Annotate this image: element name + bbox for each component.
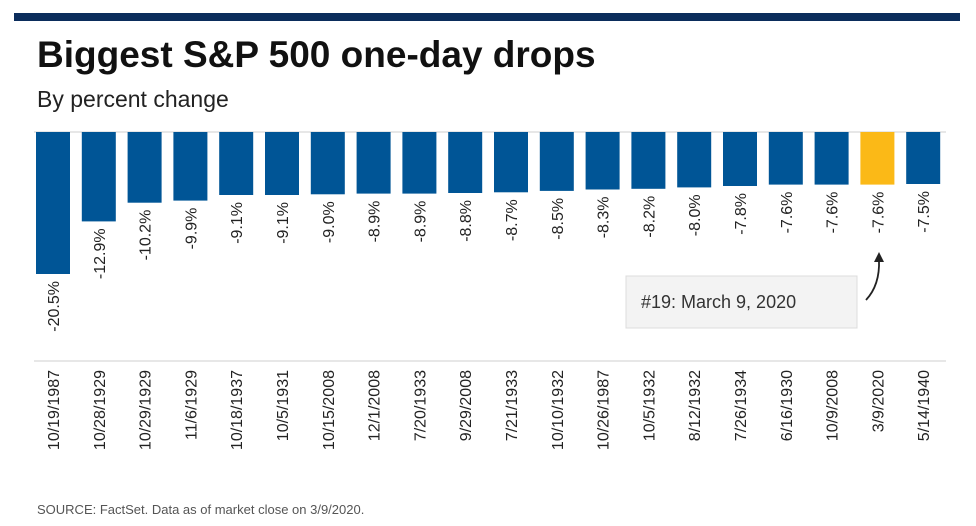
bar xyxy=(265,132,299,195)
source-note: SOURCE: FactSet. Data as of market close… xyxy=(37,502,365,517)
category-tick-label: 10/10/1932 xyxy=(550,370,567,450)
annotation-arrowhead xyxy=(874,252,884,262)
bar-value-label: -8.5% xyxy=(550,198,567,240)
bar xyxy=(36,132,70,274)
bar xyxy=(768,132,803,185)
bar-value-label: -7.6% xyxy=(825,192,842,234)
bar-value-label: -8.2% xyxy=(641,196,658,238)
bar xyxy=(494,132,528,193)
category-tick-label: 10/9/2008 xyxy=(825,370,842,441)
bar xyxy=(585,132,620,190)
annotation-label: #19: March 9, 2020 xyxy=(641,292,796,312)
top-accent-bar xyxy=(14,13,960,21)
bar-value-label: -10.2% xyxy=(138,210,155,261)
bar xyxy=(127,132,162,203)
category-tick-label: 9/29/2008 xyxy=(458,370,475,441)
bar xyxy=(539,132,574,191)
category-tick-label: 7/26/1934 xyxy=(733,370,750,441)
bar-value-label: -8.3% xyxy=(596,197,613,239)
bar-value-label: -9.0% xyxy=(321,201,338,243)
chart-title: Biggest S&P 500 one-day drops xyxy=(37,34,596,75)
category-tick-label: 7/20/1933 xyxy=(412,370,429,441)
bar-value-label: -8.0% xyxy=(687,194,704,236)
category-tick-label: 10/15/2008 xyxy=(321,370,338,450)
bar xyxy=(723,132,757,186)
bar xyxy=(356,132,391,194)
bar xyxy=(81,132,116,222)
bar-value-label: -9.1% xyxy=(229,202,246,244)
bar-value-label: -7.5% xyxy=(916,191,933,233)
bar xyxy=(814,132,849,185)
bar xyxy=(173,132,208,201)
bar xyxy=(219,132,254,195)
bar-value-label: -8.9% xyxy=(367,201,384,243)
bar-value-label: -8.7% xyxy=(504,199,521,241)
bar xyxy=(402,132,437,194)
bar-value-label: -8.8% xyxy=(458,200,475,242)
annotation-arrow xyxy=(865,259,880,301)
bar xyxy=(310,132,345,195)
category-tick-label: 11/6/1929 xyxy=(183,370,200,440)
category-tick-label: 10/18/1937 xyxy=(229,370,246,450)
category-tick-label: 6/16/1930 xyxy=(779,370,796,441)
chart-subtitle: By percent change xyxy=(37,86,229,112)
category-tick-label: 10/26/1987 xyxy=(596,370,613,450)
category-tick-label: 3/9/2020 xyxy=(870,370,887,432)
bar xyxy=(631,132,666,189)
category-tick-label: 7/21/1933 xyxy=(504,370,521,441)
category-tick-label: 10/19/1987 xyxy=(46,370,63,450)
category-tick-label: 8/12/1932 xyxy=(687,370,704,441)
bar-value-label: -9.1% xyxy=(275,202,292,244)
annotation-box xyxy=(625,275,858,329)
bar-value-label: -20.5% xyxy=(46,281,63,332)
bar xyxy=(677,132,712,188)
category-tick-label: 10/29/1929 xyxy=(138,370,155,450)
bar-value-label: -9.9% xyxy=(183,208,200,250)
category-tick-label: 5/14/1940 xyxy=(916,370,933,441)
bar-value-label: -12.9% xyxy=(92,228,109,279)
bar-value-label: -7.6% xyxy=(870,192,887,234)
category-tick-label: 10/5/1931 xyxy=(275,370,292,441)
bar xyxy=(860,132,895,185)
bar-value-label: -8.9% xyxy=(412,201,429,243)
bar-value-label: -7.8% xyxy=(733,193,750,235)
category-tick-label: 10/28/1929 xyxy=(92,370,109,450)
category-tick-label: 12/1/2008 xyxy=(367,370,384,441)
category-tick-label: 10/5/1932 xyxy=(641,370,658,441)
bar xyxy=(448,132,483,193)
bar-value-label: -7.6% xyxy=(779,192,796,234)
bar xyxy=(906,132,941,184)
